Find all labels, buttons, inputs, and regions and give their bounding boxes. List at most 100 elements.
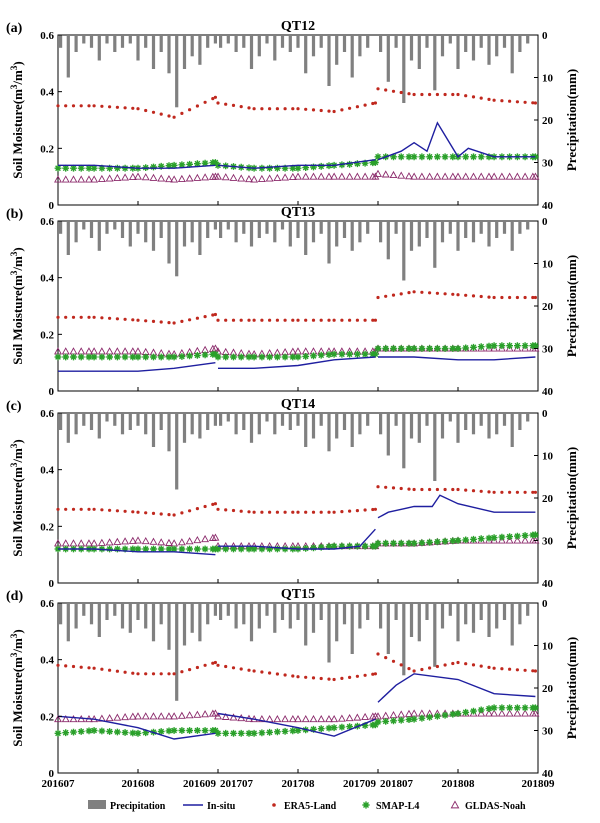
precip-bar [342,413,347,430]
smap-point [134,545,142,553]
era5-point [523,100,527,104]
smap-point [434,538,441,546]
gldas-point [113,537,122,545]
precip-bar [518,35,522,52]
smap-point [85,164,93,172]
precip-bar [288,221,292,247]
era5-point [399,486,403,491]
smap-point [54,164,62,172]
gldas-point [157,538,166,546]
precip-bar [144,221,148,243]
gldas-point [177,538,186,546]
era5-point [172,115,176,119]
era5-point [211,97,215,101]
smap-point [266,545,273,553]
precip-bar [120,221,125,238]
precip-bar [120,413,125,435]
smap-point [470,153,477,161]
smap-point [170,727,178,734]
insitu-line [377,121,536,161]
smap-point [441,345,449,352]
smap-point [274,353,281,361]
smap-point [330,724,338,732]
gldas-point [141,536,150,545]
smap-point [434,345,441,352]
era5-point [332,318,336,322]
era5-point [123,509,127,513]
smap-point [454,710,462,717]
era5-point [348,106,352,110]
precip-bar [358,221,362,243]
precip-bar [280,35,285,48]
era5-point [363,508,367,512]
smap-point [302,164,310,171]
era5-point [332,510,336,514]
era5-point [180,111,184,115]
insitu-line [58,164,216,169]
era5-point [115,105,119,109]
era5-point [487,490,491,494]
panel-title: QT14 [281,397,315,412]
era5-point [407,92,411,96]
era5-point [123,317,127,321]
panel-qt12: 0 0.2 0.4 0.6 0 10 20 30 40 QT12 (a) Soil Moisture(… [6,19,579,212]
smap-point [62,164,70,172]
gldas-point [345,172,354,180]
precip-bar [182,603,187,646]
y2-axis-label: Precipitation(mm) [564,69,579,171]
precip-bar [495,413,499,435]
precip-bar [265,603,269,616]
era5-point [420,92,424,97]
smap-point [157,162,165,170]
precip-bar [409,603,414,637]
gldas-point [521,172,530,180]
era5-point [71,315,76,319]
gldas-point [69,715,78,723]
smap-point [170,353,178,361]
smap-point [170,545,178,553]
smap-point [372,159,379,166]
smap-point [134,729,142,737]
legend-item-gldas-noah: GLDAS-Noah [450,800,526,812]
panel-qt15: 0 0.2 0.4 0.6 0 10 20 30 40 QT15 (d) Soil Moisture(… [6,587,579,790]
precip-bar [136,221,140,234]
smap-point [281,353,289,361]
era5-point [296,510,300,514]
y-axis-label: Soil Moisture(m3/m3) [9,61,25,178]
era5-point [180,319,184,323]
era5-point [355,318,359,322]
era5-point [412,290,416,294]
smap-point [212,350,219,358]
legend-item-precipitation: Precipitation [88,800,166,812]
precip-bar [311,35,316,57]
era5-point [151,511,156,515]
smap-point [410,539,418,547]
era5-point [188,509,192,513]
smap-point [85,353,93,361]
smap-point [90,727,98,734]
smap-point [98,353,106,361]
era5-point [435,487,439,492]
smap-point [426,713,433,721]
era5-point [471,489,476,493]
smap-point [441,711,449,719]
era5-point [195,507,199,511]
precip-bar [113,603,117,616]
precip-bar [74,221,78,243]
precip-bar [296,413,300,426]
gldas-point [257,715,266,723]
smap-point [449,710,457,718]
era5-point [56,104,60,108]
smap-point [477,535,485,543]
x-tick-label: 201809 [522,778,556,790]
era5-point [216,663,220,667]
gldas-point [273,173,282,182]
era5-point [407,487,411,491]
precip-bar [342,35,347,52]
era5-point [340,108,344,112]
smap-point [62,353,70,361]
precip-bar [526,35,530,44]
y2-tick-label: 10 [542,259,554,271]
era5-point [268,671,272,675]
gldas-point [128,712,137,720]
